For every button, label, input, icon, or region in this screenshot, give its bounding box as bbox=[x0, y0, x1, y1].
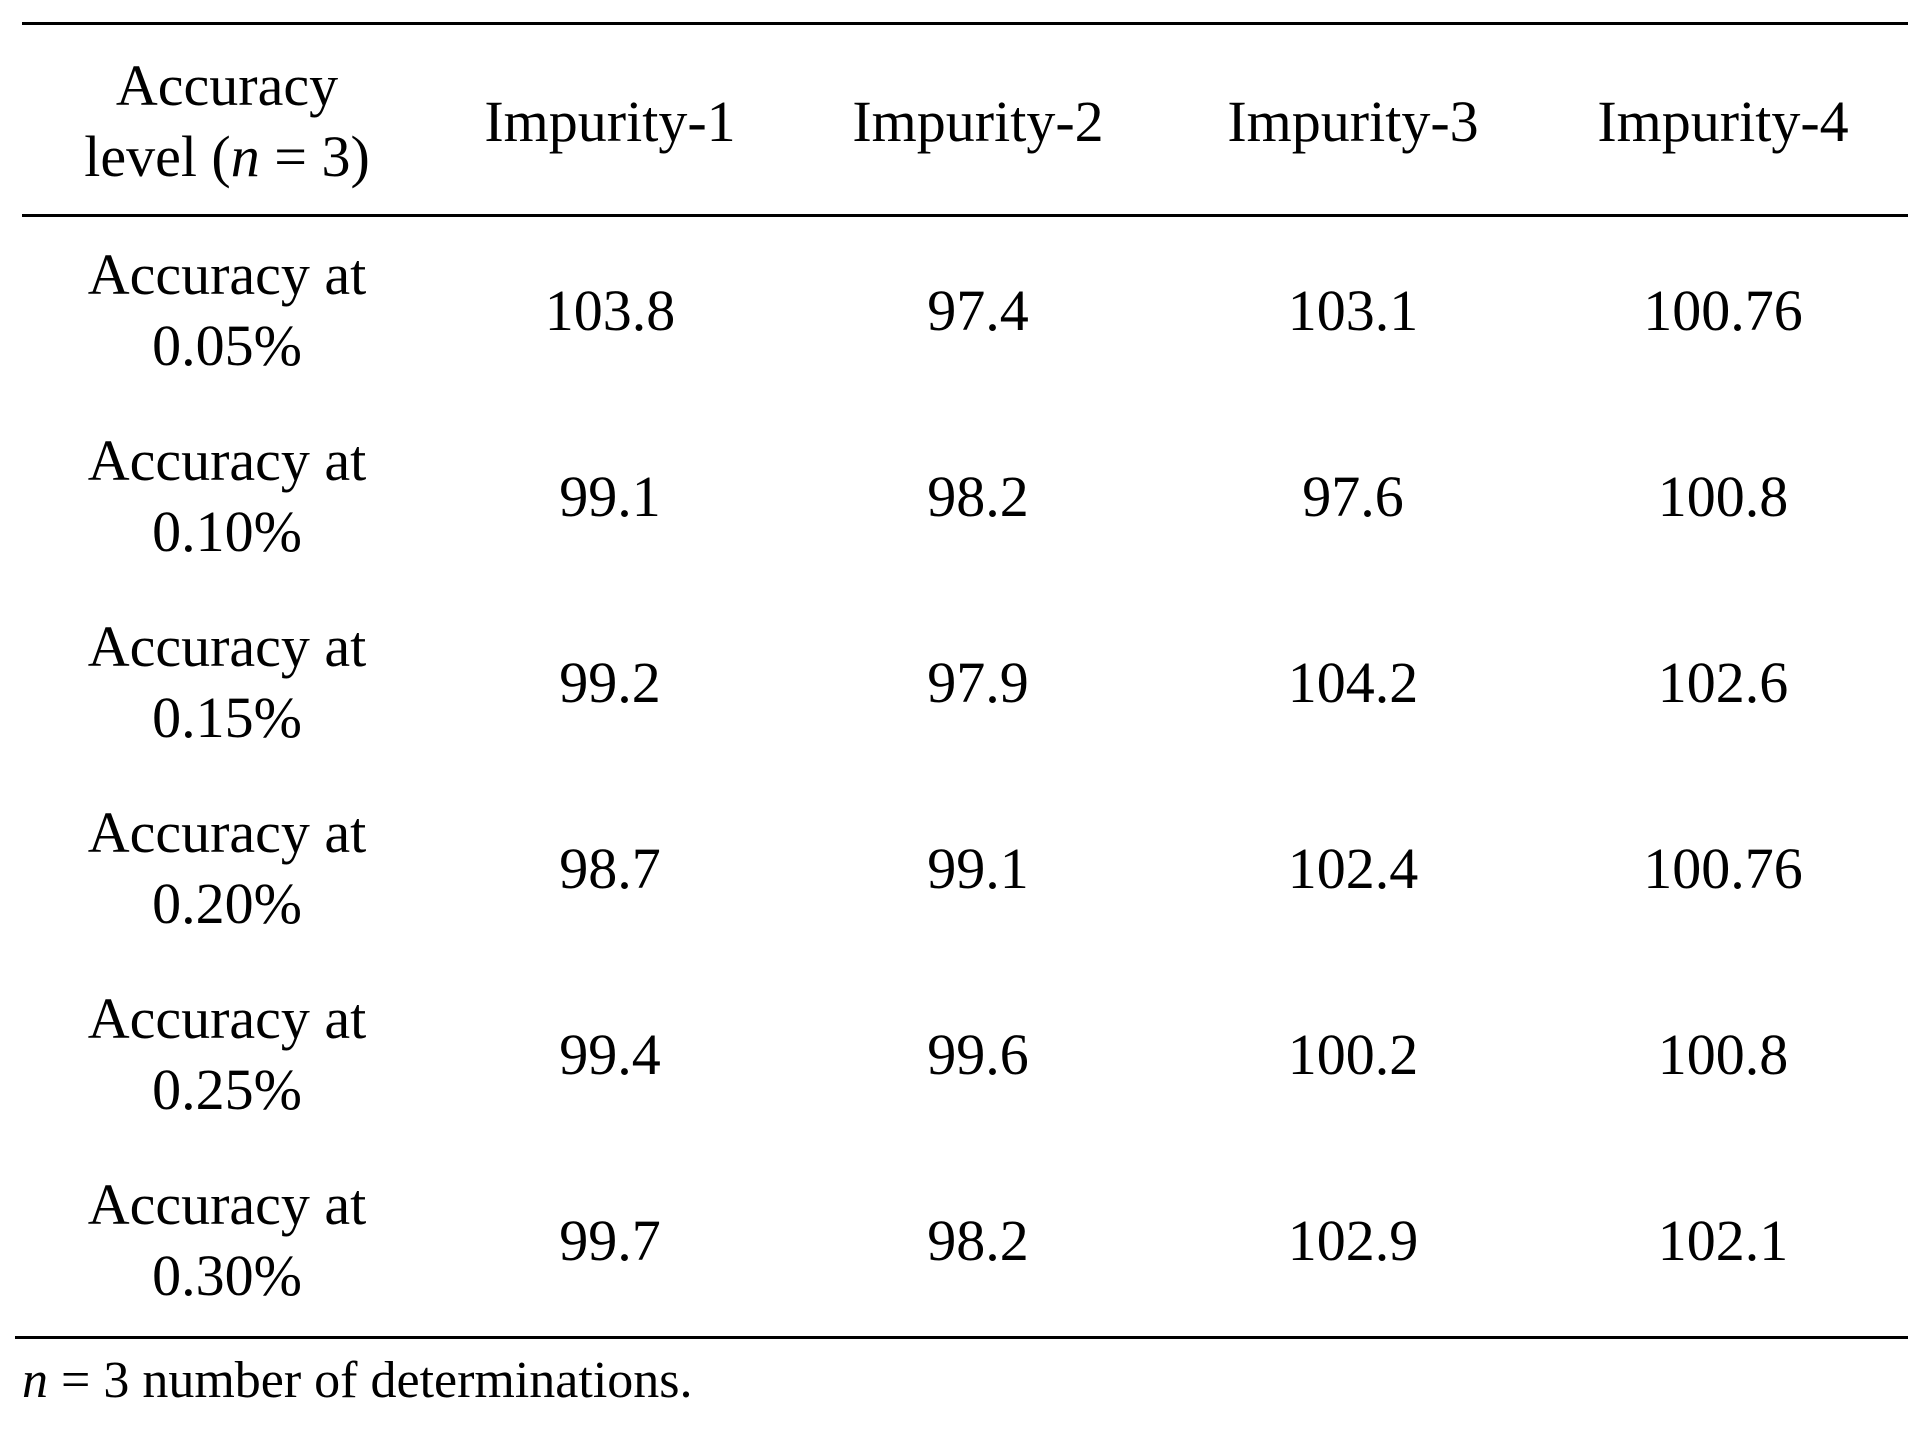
column-header-impurity-2: Impurity-2 bbox=[852, 89, 1104, 155]
table-cell: 99.6 bbox=[927, 1022, 1029, 1088]
table-footnote: n = 3 number of determinations. bbox=[22, 1345, 693, 1415]
table-cell: 97.6 bbox=[1302, 464, 1404, 530]
row-label: Accuracy at 0.20% bbox=[87, 800, 367, 936]
row-label: Accuracy at 0.15% bbox=[87, 614, 367, 750]
table-cell: 99.2 bbox=[559, 650, 661, 716]
row-label: Accuracy at 0.10% bbox=[87, 428, 367, 564]
table-cell: 100.8 bbox=[1657, 1022, 1789, 1088]
table-cell: 102.4 bbox=[1287, 836, 1419, 902]
table-cell: 104.2 bbox=[1287, 650, 1419, 716]
table-top-rule bbox=[22, 22, 1908, 25]
column-header-impurity-1: Impurity-1 bbox=[484, 89, 736, 155]
table-cell: 99.4 bbox=[559, 1022, 661, 1088]
table-cell: 99.7 bbox=[559, 1208, 661, 1274]
table-cell: 97.9 bbox=[927, 650, 1029, 716]
table-cell: 100.76 bbox=[1643, 836, 1803, 902]
table-cell: 102.1 bbox=[1657, 1208, 1789, 1274]
table-cell: 98.2 bbox=[927, 464, 1029, 530]
column-header-impurity-4: Impurity-4 bbox=[1597, 89, 1849, 155]
header-stub-line1: Accuracy bbox=[115, 53, 339, 119]
footnote-text: = 3 number of determinations. bbox=[48, 1351, 693, 1409]
footnote-n-variable: n bbox=[22, 1351, 48, 1409]
table-cell: 102.6 bbox=[1657, 650, 1789, 716]
table-cell: 99.1 bbox=[559, 464, 661, 530]
table-cell: 99.1 bbox=[927, 836, 1029, 902]
table-cell: 103.1 bbox=[1287, 278, 1419, 344]
table-cell: 100.2 bbox=[1287, 1022, 1419, 1088]
table-cell: 100.8 bbox=[1657, 464, 1789, 530]
row-label: Accuracy at 0.25% bbox=[87, 986, 367, 1122]
table-cell: 100.76 bbox=[1643, 278, 1803, 344]
header-stub-line2: level (n = 3) bbox=[84, 124, 370, 189]
column-header-impurity-3: Impurity-3 bbox=[1227, 89, 1479, 155]
table-cell: 103.8 bbox=[544, 278, 676, 344]
table-cell: 98.2 bbox=[927, 1208, 1029, 1274]
table-cell: 102.9 bbox=[1287, 1208, 1419, 1274]
row-label: Accuracy at 0.30% bbox=[87, 1172, 367, 1308]
header-stub: Accuracy level (n = 3) bbox=[22, 30, 432, 214]
header-divider-rule bbox=[22, 214, 1908, 217]
header-n-variable: n bbox=[230, 124, 260, 189]
table-cell: 98.7 bbox=[559, 836, 661, 902]
table-bottom-rule bbox=[15, 1336, 1908, 1339]
row-label: Accuracy at 0.05% bbox=[87, 242, 367, 378]
table-cell: 97.4 bbox=[927, 278, 1029, 344]
